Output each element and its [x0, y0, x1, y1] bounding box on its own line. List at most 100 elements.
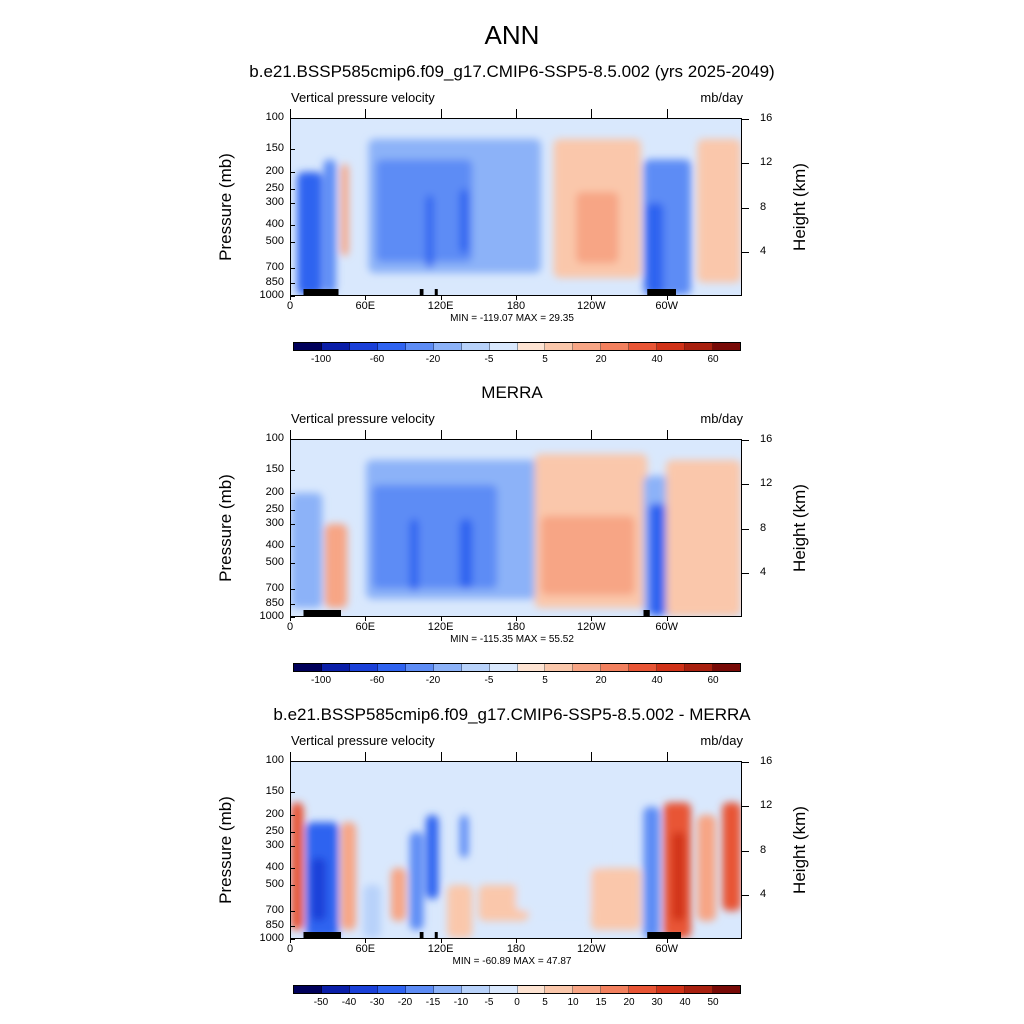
colorbar-label: -10 [453, 997, 469, 1008]
x-tick-label: 120E [427, 621, 454, 633]
pressure-tick-label: 500 [265, 556, 284, 569]
x-tick-mark-bottom [666, 939, 668, 943]
pressure-tick-mark [290, 523, 295, 525]
colorbar-bin-14 [685, 343, 714, 350]
pressure-tick-label: 150 [265, 785, 284, 798]
colorbar-label: -15 [425, 997, 441, 1008]
contour-field [291, 440, 741, 616]
colorbar-bin-9 [545, 664, 574, 671]
x-tick-label: 180 [506, 621, 526, 633]
x-tick-mark-bottom [666, 296, 668, 300]
x-tick-mark-top [440, 752, 442, 761]
colorbar-label: -20 [425, 354, 441, 365]
colorbar-label: 15 [595, 997, 607, 1008]
x-tick-mark-top [666, 752, 668, 761]
colorbar-label: -100 [310, 675, 331, 686]
x-tick-mark-bottom [516, 939, 517, 943]
pressure-tick-mark [290, 225, 295, 227]
colorbar-bin-11 [601, 343, 630, 350]
colorbar-label: 50 [707, 997, 719, 1008]
pressure-tick-mark [290, 563, 295, 565]
colorbar-label: -30 [369, 997, 385, 1008]
x-tick-label: 60E [355, 300, 376, 312]
colorbar-label: -5 [484, 997, 494, 1008]
contour-cell-1 [323, 159, 336, 294]
contour-cell-11 [516, 832, 604, 911]
x-tick-mark-bottom [440, 617, 442, 621]
y-axis-right-label: Height (km) [790, 163, 809, 251]
colorbar-label: 10 [567, 997, 579, 1008]
colorbar-bin-0 [294, 986, 322, 993]
pressure-tick-label: 250 [265, 502, 284, 515]
x-tick-mark-top [290, 109, 291, 118]
x-tick-mark-bottom [440, 939, 442, 943]
colorbar-bin-12 [629, 664, 658, 671]
contour-cell-5 [391, 867, 406, 921]
contour-cell-16 [697, 814, 716, 921]
x-tick-mark-top [591, 752, 593, 761]
x-tick-label: 120W [576, 300, 606, 312]
pressure-tick-label: 250 [265, 824, 284, 837]
colorbar-label: -60 [369, 675, 385, 686]
topography-mask-2 [419, 289, 424, 295]
colorbar-bin-1 [321, 986, 350, 993]
height-tick-mark [742, 806, 749, 808]
colorbar-bin-13 [657, 986, 686, 993]
colorbar-bin-3 [377, 664, 406, 671]
x-tick-mark-top [365, 109, 367, 118]
contour-cell-4 [363, 885, 381, 938]
colorbar-label: 20 [595, 354, 607, 365]
pressure-tick-mark [290, 939, 295, 940]
height-tick-mark [742, 484, 749, 486]
height-tick-mark [742, 850, 749, 852]
colorbar-label: 20 [623, 997, 635, 1008]
subtitle-left: Vertical pressure velocity [291, 733, 435, 748]
x-tick-label: 120E [427, 300, 454, 312]
pressure-tick-mark [290, 470, 295, 472]
colorbar-bin-2 [349, 664, 378, 671]
colorbar-label: 40 [651, 354, 663, 365]
pressure-tick-mark [290, 296, 295, 297]
subtitle-left: Vertical pressure velocity [291, 411, 435, 426]
colorbar-label: -50 [313, 997, 329, 1008]
topography-mask-0 [303, 610, 326, 616]
contour-cell-9 [648, 503, 666, 616]
contour-cell-3 [341, 822, 356, 930]
pressure-tick-mark [290, 118, 295, 119]
contour-cell-6 [409, 832, 424, 930]
contour-cell-12 [591, 867, 641, 930]
height-tick-mark [742, 251, 749, 253]
x-tick-label: 180 [506, 300, 526, 312]
contour-cell-4 [376, 159, 473, 263]
colorbar-bin-0 [294, 664, 322, 671]
height-tick-label: 12 [760, 156, 773, 169]
contour-cell-10 [646, 202, 664, 295]
subtitle-left: Vertical pressure velocity [291, 90, 435, 105]
colorbar-label: 60 [707, 675, 719, 686]
height-tick-label: 8 [760, 521, 767, 534]
contour-cell-5 [426, 194, 434, 268]
colorbar [293, 663, 741, 672]
colorbar-bin-5 [433, 986, 462, 993]
pressure-tick-mark [290, 546, 295, 548]
pressure-tick-mark [290, 268, 295, 270]
contour-cell-10 [666, 460, 741, 616]
pressure-tick-label: 100 [265, 754, 284, 766]
colorbar [293, 985, 741, 994]
pressure-tick-mark [290, 242, 295, 244]
colorbar [293, 342, 741, 351]
contour-cell-4 [409, 518, 419, 591]
x-tick-mark-top [290, 752, 291, 761]
height-tick-label: 12 [760, 799, 773, 812]
pressure-tick-label: 850 [265, 919, 284, 932]
x-tick-label: 180 [506, 943, 526, 955]
height-tick-mark [742, 894, 749, 896]
topography-mask-0 [303, 932, 326, 938]
x-tick-label: 60E [355, 621, 376, 633]
colorbar-bin-11 [601, 986, 630, 993]
contour-cell-7 [426, 814, 439, 899]
pressure-tick-label: 200 [265, 485, 284, 498]
colorbar-label: -20 [397, 997, 413, 1008]
pressure-tick-mark [290, 202, 295, 204]
colorbar-label: -60 [369, 354, 385, 365]
